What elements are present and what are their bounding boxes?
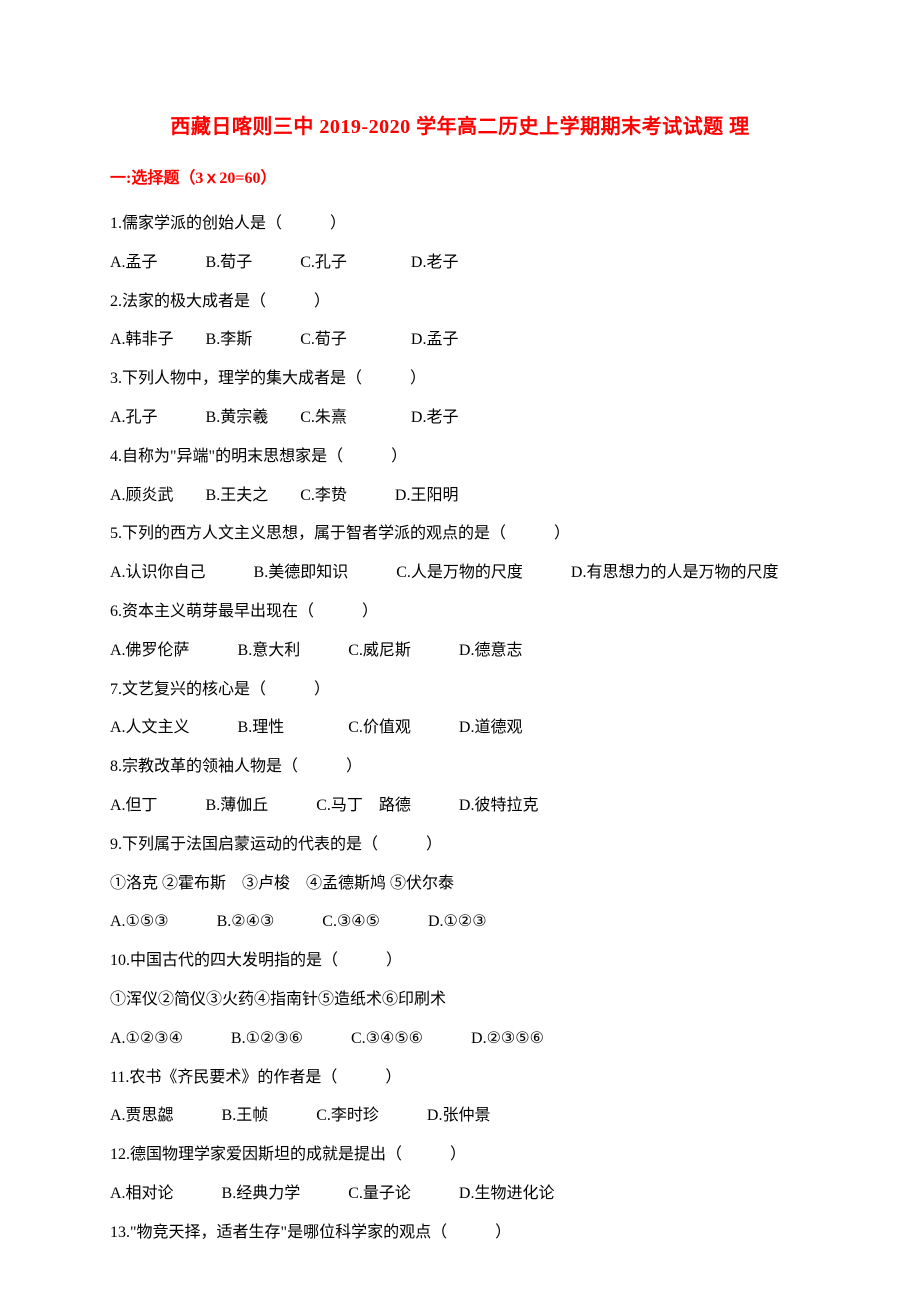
section-header: 一:选择题（3ｘ20=60） [110,164,810,188]
question-stem: 12.德国物理学家爱因斯坦的成就是提出（ ） [110,1137,810,1174]
question-block: 5.下列的西方人文主义思想，属于智者学派的观点的是（ ） A.认识你自己 B.美… [110,516,810,592]
question-block: 13."物竞天择，适者生存"是哪位科学家的观点（ ） [110,1215,810,1252]
question-block: 12.德国物理学家爱因斯坦的成就是提出（ ） A.相对论 B.经典力学 C.量子… [110,1137,810,1213]
question-sub: ①浑仪②简仪③火药④指南针⑤造纸术⑥印刷术 [110,982,810,1019]
exam-title: 西藏日喀则三中 2019-2020 学年高二历史上学期期末考试试题 理 [110,110,810,139]
question-options: A.①⑤③ B.②④③ C.③④⑤ D.①②③ [110,904,810,941]
question-block: 11.农书《齐民要术》的作者是（ ） A.贾思勰 B.王帧 C.李时珍 D.张仲… [110,1060,810,1136]
question-stem: 10.中国古代的四大发明指的是（ ） [110,943,810,980]
question-block: 8.宗教改革的领袖人物是（ ） A.但丁 B.薄伽丘 C.马丁 路德 D.彼特拉… [110,749,810,825]
question-stem: 1.儒家学派的创始人是（ ） [110,206,810,243]
question-options: A.但丁 B.薄伽丘 C.马丁 路德 D.彼特拉克 [110,788,810,825]
question-block: 3.下列人物中，理学的集大成者是（ ） A.孔子 B.黄宗羲 C.朱熹 D.老子 [110,361,810,437]
exam-page: 西藏日喀则三中 2019-2020 学年高二历史上学期期末考试试题 理 一:选择… [0,0,920,1314]
question-stem: 7.文艺复兴的核心是（ ） [110,672,810,709]
question-stem: 6.资本主义萌芽最早出现在（ ） [110,594,810,631]
question-options: A.孟子 B.荀子 C.孔子 D.老子 [110,245,810,282]
question-stem: 13."物竞天择，适者生存"是哪位科学家的观点（ ） [110,1215,810,1252]
question-options: A.孔子 B.黄宗羲 C.朱熹 D.老子 [110,400,810,437]
question-stem: 11.农书《齐民要术》的作者是（ ） [110,1060,810,1097]
question-stem: 8.宗教改革的领袖人物是（ ） [110,749,810,786]
question-options: A.①②③④ B.①②③⑥ C.③④⑤⑥ D.②③⑤⑥ [110,1021,810,1058]
question-sub: ①洛克 ②霍布斯 ③卢梭 ④孟德斯鸠 ⑤伏尔泰 [110,866,810,903]
question-options: A.认识你自己 B.美德即知识 C.人是万物的尺度 D.有思想力的人是万物的尺度 [110,555,810,592]
question-options: A.人文主义 B.理性 C.价值观 D.道德观 [110,710,810,747]
question-options: A.贾思勰 B.王帧 C.李时珍 D.张仲景 [110,1098,810,1135]
question-options: A.相对论 B.经典力学 C.量子论 D.生物进化论 [110,1176,810,1213]
question-block: 9.下列属于法国启蒙运动的代表的是（ ） ①洛克 ②霍布斯 ③卢梭 ④孟德斯鸠 … [110,827,810,941]
question-options: A.韩非子 B.李斯 C.荀子 D.孟子 [110,322,810,359]
question-stem: 9.下列属于法国启蒙运动的代表的是（ ） [110,827,810,864]
question-block: 6.资本主义萌芽最早出现在（ ） A.佛罗伦萨 B.意大利 C.威尼斯 D.德意… [110,594,810,670]
question-stem: 3.下列人物中，理学的集大成者是（ ） [110,361,810,398]
question-stem: 4.自称为"异端"的明末思想家是（ ） [110,439,810,476]
question-block: 10.中国古代的四大发明指的是（ ） ①浑仪②简仪③火药④指南针⑤造纸术⑥印刷术… [110,943,810,1057]
question-block: 4.自称为"异端"的明末思想家是（ ） A.顾炎武 B.王夫之 C.李贽 D.王… [110,439,810,515]
question-options: A.佛罗伦萨 B.意大利 C.威尼斯 D.德意志 [110,633,810,670]
question-block: 7.文艺复兴的核心是（ ） A.人文主义 B.理性 C.价值观 D.道德观 [110,672,810,748]
question-stem: 2.法家的极大成者是（ ） [110,284,810,321]
question-block: 1.儒家学派的创始人是（ ） A.孟子 B.荀子 C.孔子 D.老子 [110,206,810,282]
question-options: A.顾炎武 B.王夫之 C.李贽 D.王阳明 [110,478,810,515]
question-block: 2.法家的极大成者是（ ） A.韩非子 B.李斯 C.荀子 D.孟子 [110,284,810,360]
question-stem: 5.下列的西方人文主义思想，属于智者学派的观点的是（ ） [110,516,810,553]
